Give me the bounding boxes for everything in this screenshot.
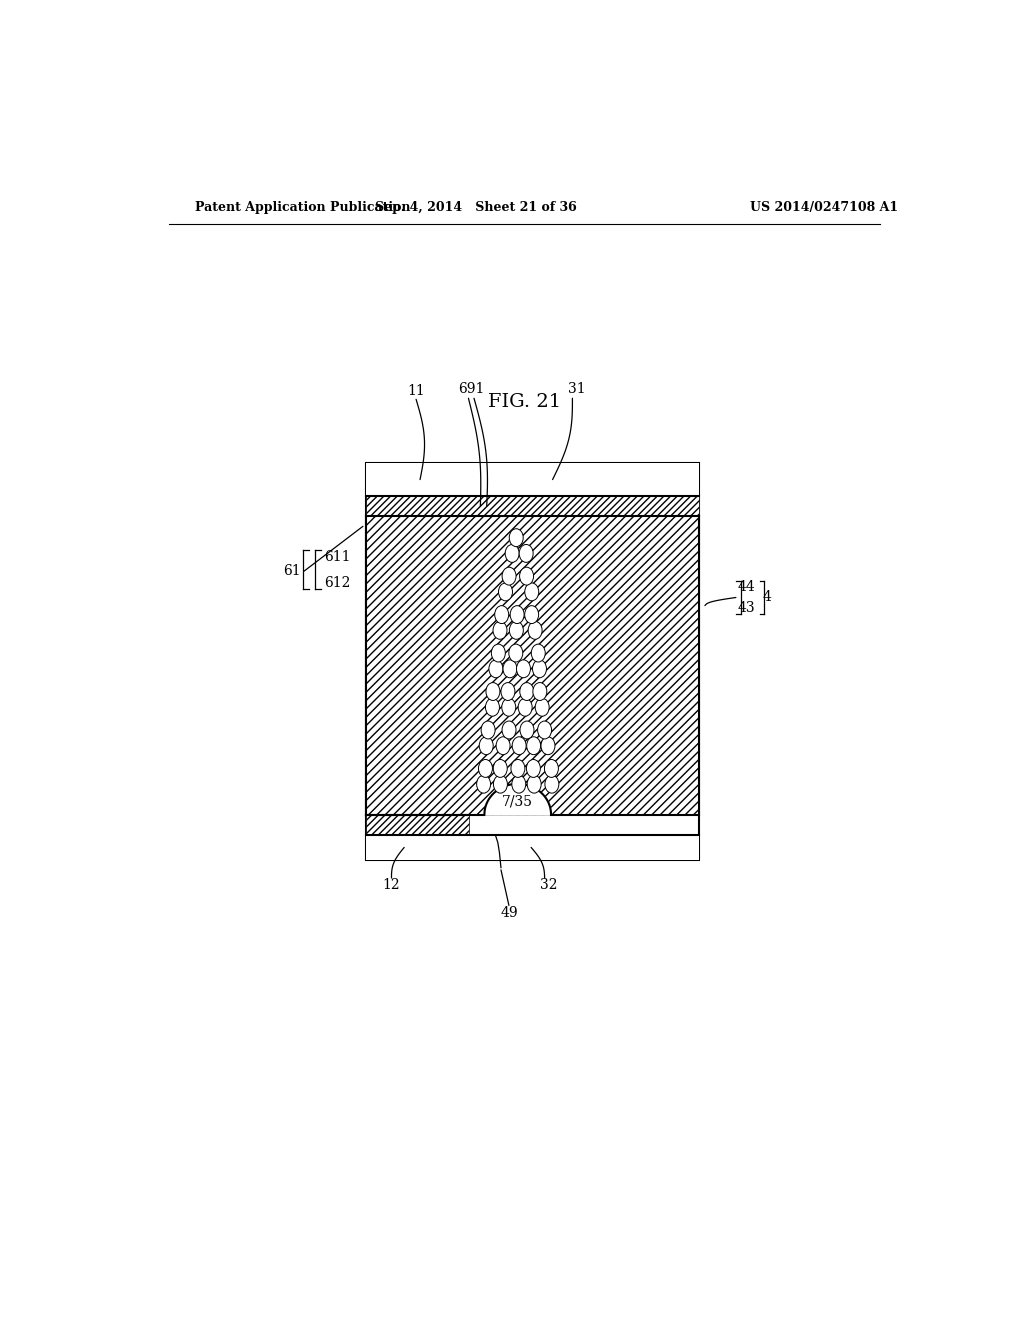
Circle shape bbox=[512, 775, 525, 793]
Text: Sep. 4, 2014   Sheet 21 of 36: Sep. 4, 2014 Sheet 21 of 36 bbox=[375, 201, 577, 214]
Text: 43: 43 bbox=[737, 601, 755, 615]
Text: 611: 611 bbox=[324, 550, 350, 564]
Circle shape bbox=[486, 682, 500, 701]
Circle shape bbox=[510, 606, 524, 623]
Text: 612: 612 bbox=[324, 577, 350, 590]
Circle shape bbox=[502, 568, 516, 585]
Circle shape bbox=[526, 759, 541, 777]
Circle shape bbox=[526, 737, 541, 755]
Bar bbox=[367, 463, 699, 496]
Circle shape bbox=[532, 682, 547, 701]
Circle shape bbox=[531, 644, 545, 663]
Text: US 2014/0247108 A1: US 2014/0247108 A1 bbox=[750, 201, 898, 214]
Circle shape bbox=[494, 759, 507, 777]
Text: 7/35: 7/35 bbox=[502, 795, 534, 809]
Circle shape bbox=[512, 737, 526, 755]
Bar bbox=[367, 836, 699, 859]
Circle shape bbox=[481, 721, 495, 739]
Circle shape bbox=[503, 660, 517, 677]
Bar bbox=[367, 516, 699, 814]
Circle shape bbox=[502, 698, 516, 717]
Text: Patent Application Publication: Patent Application Publication bbox=[196, 201, 411, 214]
Circle shape bbox=[545, 759, 558, 777]
Circle shape bbox=[509, 622, 523, 639]
Text: 691: 691 bbox=[458, 383, 484, 396]
Circle shape bbox=[492, 644, 505, 663]
Circle shape bbox=[476, 775, 490, 793]
Circle shape bbox=[509, 644, 523, 663]
Circle shape bbox=[505, 544, 519, 562]
Circle shape bbox=[478, 759, 493, 777]
Circle shape bbox=[524, 583, 539, 601]
Circle shape bbox=[524, 606, 539, 623]
Circle shape bbox=[532, 660, 547, 677]
Circle shape bbox=[516, 660, 530, 677]
Circle shape bbox=[518, 698, 532, 717]
Circle shape bbox=[528, 622, 542, 639]
Bar bbox=[367, 814, 469, 836]
Bar bbox=[367, 496, 699, 516]
Circle shape bbox=[520, 682, 534, 701]
Text: 31: 31 bbox=[567, 383, 585, 396]
Circle shape bbox=[494, 775, 507, 793]
Text: 11: 11 bbox=[408, 384, 425, 399]
Text: FIG. 21: FIG. 21 bbox=[488, 393, 561, 412]
Circle shape bbox=[485, 698, 500, 717]
Circle shape bbox=[509, 529, 523, 546]
Circle shape bbox=[496, 737, 510, 755]
Circle shape bbox=[501, 682, 515, 701]
Bar bbox=[367, 516, 699, 814]
Circle shape bbox=[479, 737, 494, 755]
Circle shape bbox=[527, 775, 541, 793]
Circle shape bbox=[495, 606, 509, 623]
Circle shape bbox=[538, 721, 552, 739]
Circle shape bbox=[519, 568, 534, 585]
Circle shape bbox=[520, 721, 534, 739]
Circle shape bbox=[499, 583, 512, 601]
Circle shape bbox=[488, 660, 503, 677]
Circle shape bbox=[502, 721, 516, 739]
Circle shape bbox=[511, 759, 525, 777]
Circle shape bbox=[541, 737, 555, 755]
Text: 12: 12 bbox=[383, 878, 400, 892]
Text: 32: 32 bbox=[540, 878, 557, 892]
Text: 61: 61 bbox=[284, 564, 301, 578]
Circle shape bbox=[536, 698, 549, 717]
Text: 4: 4 bbox=[763, 590, 772, 605]
Text: 49: 49 bbox=[500, 906, 518, 920]
Bar bbox=[367, 463, 699, 859]
Circle shape bbox=[545, 775, 559, 793]
Circle shape bbox=[493, 622, 507, 639]
Text: 44: 44 bbox=[737, 581, 756, 594]
Circle shape bbox=[519, 544, 534, 562]
